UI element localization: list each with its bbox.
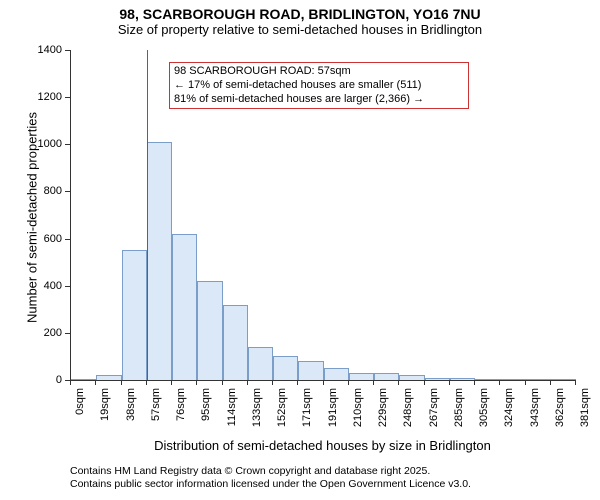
ytick-mark [65, 333, 70, 334]
xtick-label: 324sqm [503, 388, 515, 427]
xtick-label: 95sqm [200, 388, 212, 421]
xtick-label: 267sqm [428, 388, 440, 427]
credits-line1: Contains HM Land Registry data © Crown c… [70, 465, 471, 478]
xtick-label: 76sqm [175, 388, 187, 421]
histogram-bar [96, 375, 121, 380]
histogram-bar [399, 375, 424, 380]
xtick-label: 133sqm [251, 388, 263, 427]
histogram-bar [273, 356, 298, 380]
histogram-bar [172, 234, 197, 380]
annotation-line: ← 17% of semi-detached houses are smalle… [174, 79, 464, 93]
xtick-label: 305sqm [478, 388, 490, 427]
ytick-mark [65, 286, 70, 287]
histogram-bar [122, 250, 147, 380]
xtick-mark [550, 380, 551, 385]
ytick-label: 1400 [0, 44, 62, 56]
ytick-mark [65, 50, 70, 51]
xtick-mark [348, 380, 349, 385]
ytick-mark [65, 191, 70, 192]
histogram-bar [223, 305, 248, 380]
histogram-bar [551, 379, 576, 380]
histogram-bar [526, 379, 551, 380]
xtick-label: 248sqm [402, 388, 414, 427]
xtick-label: 114sqm [226, 388, 238, 426]
xtick-mark [398, 380, 399, 385]
xtick-mark [323, 380, 324, 385]
xtick-label: 152sqm [276, 388, 288, 427]
y-axis-label: Number of semi-detached properties [25, 98, 40, 338]
histogram-bar [349, 373, 374, 380]
highlight-line [147, 50, 148, 380]
histogram-bar [71, 379, 96, 380]
ytick-mark [65, 239, 70, 240]
ytick-mark [65, 144, 70, 145]
histogram-bar [475, 379, 500, 380]
histogram-bar [147, 142, 172, 380]
xtick-mark [575, 380, 576, 385]
annotation-line: 81% of semi-detached houses are larger (… [174, 93, 464, 107]
xtick-label: 38sqm [125, 388, 137, 421]
ytick-mark [65, 97, 70, 98]
xtick-mark [474, 380, 475, 385]
xtick-mark [121, 380, 122, 385]
histogram-bar [324, 368, 349, 380]
xtick-label: 381sqm [579, 388, 591, 427]
histogram-bar [374, 373, 399, 380]
xtick-mark [449, 380, 450, 385]
histogram-bar [197, 281, 222, 380]
credits-line2: Contains public sector information licen… [70, 478, 471, 491]
ytick-label: 400 [0, 280, 62, 292]
xtick-label: 285sqm [453, 388, 465, 427]
ytick-label: 600 [0, 233, 62, 245]
xtick-mark [146, 380, 147, 385]
chart-container: 98, SCARBOROUGH ROAD, BRIDLINGTON, YO16 … [0, 0, 600, 500]
ytick-label: 1200 [0, 91, 62, 103]
annotation-box: 98 SCARBOROUGH ROAD: 57sqm← 17% of semi-… [169, 62, 469, 109]
xtick-mark [499, 380, 500, 385]
credits-text: Contains HM Land Registry data © Crown c… [70, 465, 471, 491]
xtick-mark [222, 380, 223, 385]
histogram-bar [425, 378, 450, 380]
histogram-bar [298, 361, 323, 380]
ytick-label: 200 [0, 327, 62, 339]
xtick-label: 0sqm [74, 388, 86, 415]
xtick-label: 210sqm [352, 388, 364, 427]
ytick-label: 800 [0, 185, 62, 197]
xtick-label: 19sqm [99, 388, 111, 421]
xtick-label: 343sqm [529, 388, 541, 427]
plot-area: 98 SCARBOROUGH ROAD: 57sqm← 17% of semi-… [70, 50, 576, 381]
chart-title-main: 98, SCARBOROUGH ROAD, BRIDLINGTON, YO16 … [0, 0, 600, 22]
xtick-label: 171sqm [301, 388, 313, 427]
annotation-line: 98 SCARBOROUGH ROAD: 57sqm [174, 65, 464, 79]
x-axis-label: Distribution of semi-detached houses by … [70, 438, 575, 453]
xtick-mark [70, 380, 71, 385]
xtick-mark [373, 380, 374, 385]
histogram-bar [450, 378, 475, 380]
xtick-mark [272, 380, 273, 385]
xtick-mark [247, 380, 248, 385]
xtick-mark [525, 380, 526, 385]
xtick-label: 362sqm [554, 388, 566, 427]
xtick-mark [196, 380, 197, 385]
ytick-label: 1000 [0, 138, 62, 150]
xtick-label: 191sqm [327, 388, 339, 427]
xtick-mark [171, 380, 172, 385]
ytick-label: 0 [0, 374, 62, 386]
histogram-bar [248, 347, 273, 380]
xtick-label: 229sqm [377, 388, 389, 427]
chart-title-sub: Size of property relative to semi-detach… [0, 22, 600, 41]
xtick-label: 57sqm [150, 388, 162, 421]
xtick-mark [424, 380, 425, 385]
histogram-bar [500, 379, 525, 380]
xtick-mark [95, 380, 96, 385]
xtick-mark [297, 380, 298, 385]
